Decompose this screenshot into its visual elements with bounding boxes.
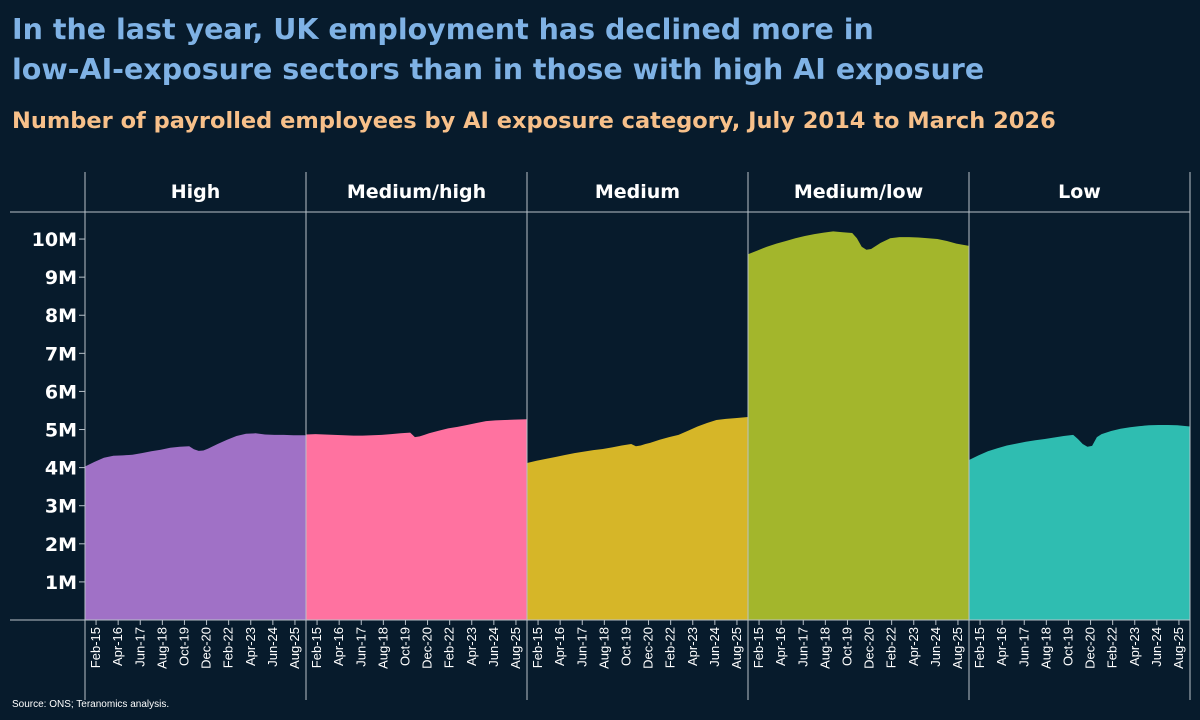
x-tick-label: Jun-24 bbox=[707, 627, 722, 667]
x-tick-label: Jun-24 bbox=[928, 627, 943, 667]
x-tick-label: Dec-20 bbox=[199, 627, 214, 669]
facet-label-layer: High Medium/high Medium Medium/low Low bbox=[171, 181, 1101, 203]
x-tick-label: Apr-23 bbox=[906, 627, 921, 666]
x-tick-label: Oct-19 bbox=[618, 627, 633, 666]
facet-label-medium: Medium bbox=[595, 181, 680, 203]
x-tick-label: Jun-17 bbox=[574, 627, 589, 667]
x-tick-label: Aug-25 bbox=[1171, 627, 1186, 669]
y-tick-label: 1M bbox=[45, 572, 77, 594]
x-tick-label: Apr-16 bbox=[994, 627, 1009, 666]
x-tick-label: Jun-24 bbox=[265, 627, 280, 667]
area-low bbox=[969, 425, 1190, 620]
y-tick-label: 8M bbox=[45, 305, 77, 327]
facet-label-high: High bbox=[171, 181, 221, 203]
x-tick-label: Apr-23 bbox=[464, 627, 479, 666]
x-tick-label: Oct-19 bbox=[176, 627, 191, 666]
y-tick-label: 3M bbox=[45, 496, 77, 518]
x-tick-label: Dec-20 bbox=[1083, 627, 1098, 669]
x-axis: Feb-15 Apr-16 Jun-17 Aug-18 Oct-19 Dec-20 Feb-… bbox=[88, 620, 1186, 669]
y-axis: 1M 2M 3M 4M 5M 6M 7M 8M 9M 10M bbox=[32, 229, 85, 594]
x-tick-label: Jun-24 bbox=[1149, 627, 1164, 667]
x-tick-label: Apr-16 bbox=[773, 627, 788, 666]
area-layer bbox=[85, 231, 1190, 620]
x-tick-label: Aug-25 bbox=[287, 627, 302, 669]
x-tick-label: Dec-20 bbox=[862, 627, 877, 669]
x-tick-label: Feb-22 bbox=[884, 627, 899, 668]
x-tick-label: Apr-16 bbox=[331, 627, 346, 666]
x-tick-label: Feb-15 bbox=[972, 627, 987, 668]
x-tick-label: Aug-25 bbox=[729, 627, 744, 669]
chart-title-line-2: low-AI-exposure sectors than in those wi… bbox=[12, 53, 985, 86]
facet-label-low: Low bbox=[1058, 181, 1101, 203]
x-tick-label: Aug-25 bbox=[508, 627, 523, 669]
x-tick-label: Oct-19 bbox=[397, 627, 412, 666]
area-medium bbox=[527, 417, 748, 620]
chart-title-line-1: In the last year, UK employment has decl… bbox=[12, 13, 874, 46]
x-tick-label: Apr-23 bbox=[1127, 627, 1142, 666]
x-tick-label: Feb-22 bbox=[1105, 627, 1120, 668]
chart-subtitle: Number of payrolled employees by AI expo… bbox=[12, 108, 1056, 134]
x-tick-label: Aug-18 bbox=[1038, 627, 1053, 669]
y-tick-label: 6M bbox=[45, 381, 77, 403]
area-high bbox=[85, 433, 306, 620]
x-tick-label: Apr-23 bbox=[685, 627, 700, 666]
x-tick-label: Feb-15 bbox=[530, 627, 545, 668]
x-tick-label: Dec-20 bbox=[420, 627, 435, 669]
x-tick-label: Jun-17 bbox=[353, 627, 368, 667]
x-tick-label: Oct-19 bbox=[839, 627, 854, 666]
x-tick-label: Feb-22 bbox=[663, 627, 678, 668]
x-tick-label: Jun-17 bbox=[795, 627, 810, 667]
chart-title: In the last year, UK employment has decl… bbox=[12, 10, 1192, 90]
x-tick-label: Apr-16 bbox=[110, 627, 125, 666]
y-tick-label: 2M bbox=[45, 534, 77, 556]
x-tick-label: Jun-17 bbox=[1016, 627, 1031, 667]
y-tick-label: 10M bbox=[32, 229, 77, 251]
x-tick-label: Apr-16 bbox=[552, 627, 567, 666]
x-tick-label: Feb-15 bbox=[309, 627, 324, 668]
facet-label-medium-low: Medium/low bbox=[794, 181, 923, 203]
x-tick-label: Feb-22 bbox=[221, 627, 236, 668]
x-tick-label: Aug-18 bbox=[817, 627, 832, 669]
x-tick-label: Dec-20 bbox=[641, 627, 656, 669]
x-tick-label: Apr-23 bbox=[243, 627, 258, 666]
x-tick-label: Jun-24 bbox=[486, 627, 501, 667]
y-tick-label: 4M bbox=[45, 458, 77, 480]
x-tick-label: Oct-19 bbox=[1060, 627, 1075, 666]
x-tick-label: Jun-17 bbox=[132, 627, 147, 667]
y-tick-label: 9M bbox=[45, 267, 77, 289]
x-tick-label: Aug-18 bbox=[154, 627, 169, 669]
y-tick-label: 5M bbox=[45, 420, 77, 442]
x-tick-label: Feb-22 bbox=[442, 627, 457, 668]
y-tick-label: 7M bbox=[45, 343, 77, 365]
source-note: Source: ONS; Teranomics analysis. bbox=[12, 699, 170, 710]
x-tick-label: Aug-18 bbox=[375, 627, 390, 669]
area-medium-high bbox=[306, 419, 527, 620]
x-tick-label: Aug-25 bbox=[950, 627, 965, 669]
chart-frame bbox=[10, 172, 1191, 700]
x-tick-label: Feb-15 bbox=[88, 627, 103, 668]
area-medium-low bbox=[748, 231, 969, 620]
facet-label-medium-high: Medium/high bbox=[347, 181, 486, 203]
x-tick-label: Feb-15 bbox=[751, 627, 766, 668]
x-tick-label: Aug-18 bbox=[596, 627, 611, 669]
